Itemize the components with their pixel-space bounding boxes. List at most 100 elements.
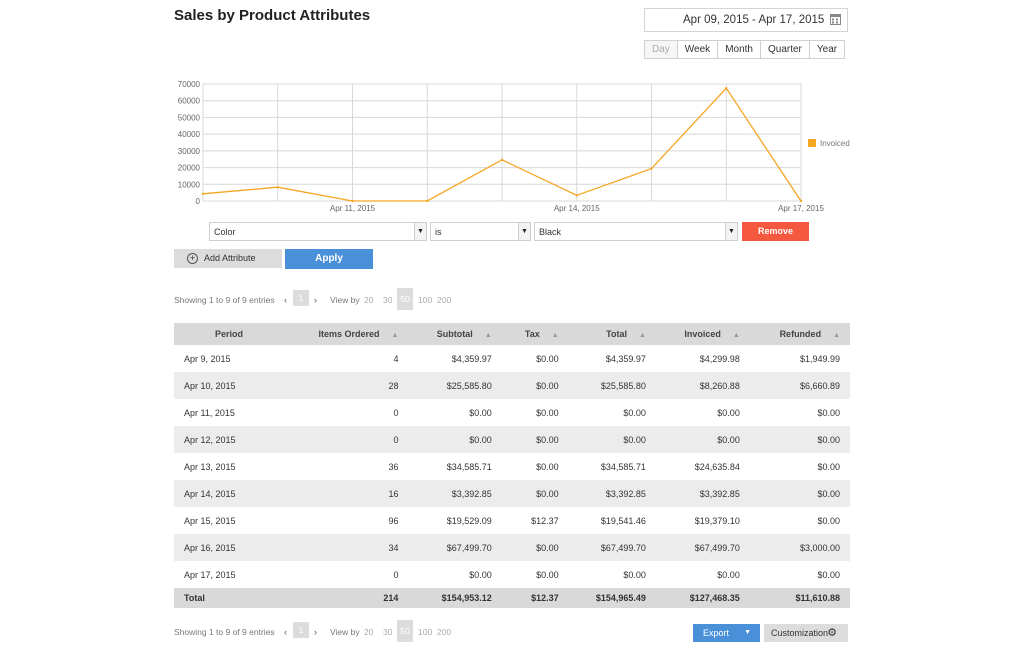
cell-period: Apr 13, 2015 [184,461,236,472]
cell-items-ordered: 96 [388,515,399,526]
caret-down-icon: ▼ [744,629,751,636]
view-by-100[interactable]: 100 [418,627,433,637]
cell-total: $0.00 [623,407,646,418]
cell-invoiced: $3,392.85 [655,480,750,507]
cell-total: $3,392.85 [568,480,656,507]
tab-day[interactable]: Day [645,41,677,58]
x-tick-label: Apr 17, 2015 [778,204,824,213]
cell-items-ordered: 36 [388,461,399,472]
tab-year[interactable]: Year [808,41,845,58]
prev-page-icon[interactable]: ‹ [284,295,287,305]
tab-week[interactable]: Week [676,41,718,58]
legend-swatch [808,139,816,147]
col-refunded[interactable]: Refunded ▲ [749,323,850,345]
col-period[interactable]: Period [174,323,284,345]
cell-refunded: $0.00 [817,461,840,472]
cell-invoiced: $19,379.10 [694,515,740,526]
next-page-icon[interactable]: › [314,627,317,637]
date-range-label: Apr 09, 2015 - Apr 17, 2015 [683,14,825,26]
invoiced-line-chart: 0 10000 20000 30000 40000 50000 60000 70000 Apr … [178,80,850,213]
current-page[interactable]: 1 [293,622,309,638]
view-by-50[interactable]: 50 [397,620,413,642]
cell-period: Apr 9, 2015 [184,353,231,364]
col-subtotal[interactable]: Subtotal ▲ [408,323,502,345]
view-by-30[interactable]: 30 [383,627,393,637]
gear-icon: ⚙ [827,627,837,639]
cell-subtotal: $25,585.80 [408,372,502,399]
add-attribute-button[interactable]: + Add Attribute [174,249,282,268]
sort-icon: ▲ [833,332,840,339]
view-by-200[interactable]: 200 [437,295,452,305]
sort-icon: ▲ [551,332,559,339]
export-label: Export [703,628,730,638]
attribute-select[interactable]: Color ▼ [209,222,427,241]
cell-total: $34,585.71 [600,461,646,472]
cell-invoiced: $4,299.98 [699,353,740,364]
y-tick-label: 10000 [178,180,201,189]
cell-invoiced: $0.00 [655,426,750,453]
sort-icon: ▲ [484,332,492,339]
cell-subtotal: $0.00 [469,407,492,418]
data-point [276,185,279,189]
view-by-200[interactable]: 200 [437,627,452,637]
cell-refunded: $0.00 [817,515,840,526]
table-row: Apr 15, 2015 96 $19,529.09 $12.37 $19,541.46… [174,507,850,534]
prev-page-icon[interactable]: ‹ [284,627,287,637]
total-tax: $12.37 [501,588,569,608]
export-button[interactable]: Export ▼ [693,624,760,642]
period-tabs: Day Week Month Quarter Year [644,40,846,59]
table-row: Apr 14, 2015 16 $3,392.85 $0.00 $3,392.85 $3,… [174,480,850,507]
view-by-100[interactable]: 100 [418,295,433,305]
cell-subtotal: $0.00 [469,569,492,580]
data-point [725,86,728,90]
cell-tax: $0.00 [536,407,559,418]
cell-subtotal: $0.00 [408,426,502,453]
cell-items-ordered: 34 [284,534,409,561]
table-row: Apr 10, 2015 28 $25,585.80 $0.00 $25,585.80 $… [174,372,850,399]
operator-select[interactable]: is ▼ [430,222,531,241]
view-by-20[interactable]: 20 [364,627,374,637]
cell-subtotal: $67,499.70 [408,534,502,561]
cell-refunded: $0.00 [749,426,850,453]
cell-subtotal: $19,529.09 [446,515,492,526]
cell-total: $19,541.46 [600,515,646,526]
calendar-icon [830,14,841,25]
showing-entries: Showing 1 to 9 of 9 entries [174,295,275,305]
view-by-label: View by [330,295,360,305]
next-page-icon[interactable]: › [314,295,317,305]
cell-tax: $0.00 [536,353,559,364]
col-total[interactable]: Total ▲ [568,323,656,345]
value-select[interactable]: Black ▼ [534,222,738,241]
date-range-picker[interactable]: Apr 09, 2015 - Apr 17, 2015 [644,8,848,32]
cell-invoiced: $24,635.84 [694,461,740,472]
total-subtotal: $154,953.12 [408,588,502,608]
customization-button[interactable]: Customization ⚙ [764,624,848,642]
cell-total: $0.00 [623,569,646,580]
y-tick-label: 70000 [178,80,201,89]
col-items-ordered[interactable]: Items Ordered ▲ [284,323,409,345]
table-row: Apr 13, 2015 36 $34,585.71 $0.00 $34,585.71 $… [174,453,850,480]
remove-button[interactable]: Remove [742,222,809,241]
view-by-20[interactable]: 20 [364,295,374,305]
view-by-30[interactable]: 30 [383,295,393,305]
cell-items-ordered: 16 [284,480,409,507]
tab-month[interactable]: Month [717,41,760,58]
cell-period: Apr 12, 2015 [174,426,284,453]
total-invoiced: $127,468.35 [655,588,750,608]
pager-bottom: Showing 1 to 9 of 9 entries ‹ 1 › View b… [174,620,474,642]
sales-table: Period Items Ordered ▲ Subtotal ▲ Tax ▲ Tot… [174,323,850,608]
table-row: Apr 11, 2015 0 $0.00 $0.00 $0.00 $0.00 $0.00 [174,399,850,426]
tab-quarter[interactable]: Quarter [759,41,809,58]
view-by-50[interactable]: 50 [397,288,413,310]
apply-button[interactable]: Apply [285,249,373,269]
col-invoiced[interactable]: Invoiced ▲ [655,323,750,345]
x-tick-label: Apr 11, 2015 [330,204,376,213]
current-page[interactable]: 1 [293,290,309,306]
col-tax[interactable]: Tax ▲ [501,323,569,345]
legend-label: Invoiced [820,139,850,148]
sort-icon: ▲ [732,332,740,339]
cell-subtotal: $4,359.97 [451,353,492,364]
cell-items-ordered: 28 [284,372,409,399]
pager-top: Showing 1 to 9 of 9 entries ‹ 1 › View b… [174,288,474,310]
chevron-down-icon: ▼ [518,223,530,240]
